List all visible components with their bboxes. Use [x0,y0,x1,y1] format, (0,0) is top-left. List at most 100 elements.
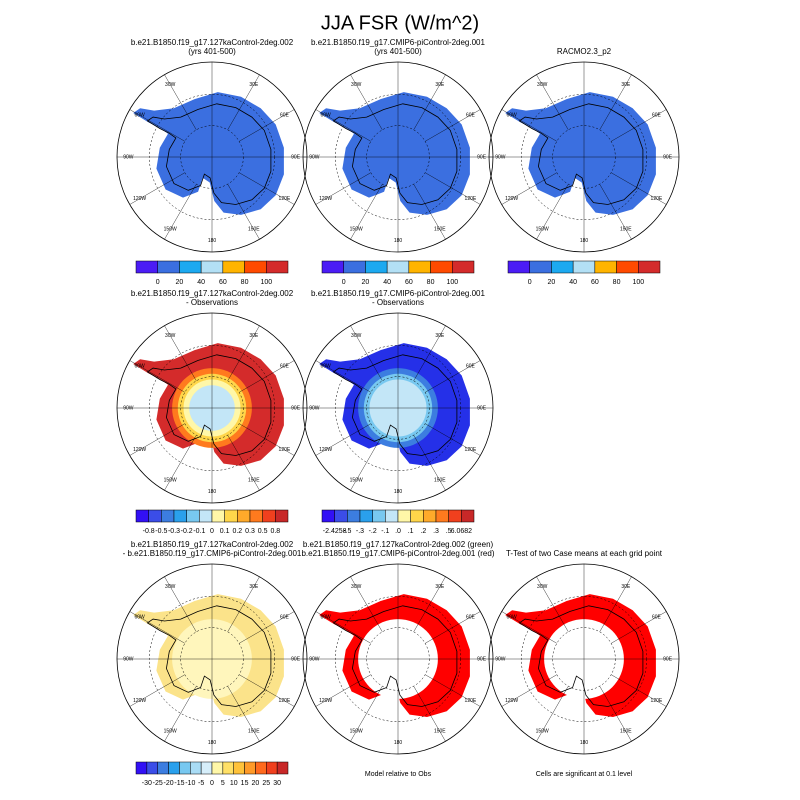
longitude-label: 90E [477,405,487,411]
panel-title: (yrs 401-500) [188,47,236,56]
meridian [164,325,197,381]
longitude-label: 30E [249,82,259,88]
longitude-label: 150W [350,478,363,484]
longitude-label: 90W [495,656,506,662]
colorbar-label: 60 [591,279,599,286]
coastline [146,103,272,205]
longitude-label: 150E [434,227,446,233]
meridian [425,172,481,205]
meridian [413,686,446,742]
colorbar-label: -15 [174,780,184,787]
colorbar-label: -0.2 [181,528,193,535]
map-border [488,563,680,755]
colorbar-box [529,260,552,274]
colorbar-label: 0.8 [270,528,280,535]
polar-map: b.e21.B1850.f19_g17.127kaControl-2deg.00… [116,38,308,286]
longitude-label: 150W [164,478,177,484]
colorbar-label: -2.4258 [323,528,347,535]
longitude-label: 150W [536,227,549,233]
coastline [518,103,644,205]
colorbar-box [168,761,180,775]
colorbar-box [410,509,424,523]
colorbar-label: 80 [613,279,621,286]
panel-title: b.e21.B1850.f19_g17.127kaControl-2deg.00… [131,540,294,549]
longitude-label: 90E [663,656,673,662]
longitude-label: 90E [291,656,301,662]
colorbar-box [275,509,289,523]
colorbar-box [255,761,267,775]
colorbar-box [157,761,169,775]
longitude-label: 150W [350,729,363,735]
longitude-label: 120E [279,447,291,453]
colorbar-box [266,260,289,274]
panel-title: RACMO2.3_p2 [557,47,612,56]
longitude-label: 60E [652,615,662,621]
map-body [117,313,307,503]
meridian [239,109,295,142]
colorbar-box [233,761,245,775]
longitude-label: 150E [620,227,632,233]
colorbar-label: -5 [198,780,204,787]
colorbar-label: 0 [528,279,532,286]
polar-map: b.e21.B1850.f19_g17.127kaControl-2deg.00… [116,289,308,535]
longitude-label: 120W [319,698,332,704]
meridian [350,74,383,130]
colorbar-label: -20 [164,780,174,787]
polar-map: RACMO2.3_p2 30E 60E 90E 120E 150E 180 150W 120W 9… [488,47,680,286]
colorbar-label: .2 [420,528,426,535]
colorbar-label: -30 [142,780,152,787]
longitude-label: 90E [291,154,301,160]
colorbar-label: 40 [569,279,577,286]
colorbar-label: -10 [185,780,195,787]
colorbar-box [594,260,617,274]
colorbar-box [146,761,158,775]
colorbar-label: 5 [221,780,225,787]
meridian [425,611,481,644]
longitude-label: 60W [506,615,517,621]
meridian [315,423,371,456]
colorbar-label: 6.0682 [451,528,473,535]
colorbar-box [423,509,437,523]
colorbar-box [222,260,245,274]
colorbar-label: -.1 [381,528,389,535]
map-border [488,61,680,253]
colorbar-label: .0 [395,528,401,535]
longitude-label: 120W [505,196,518,202]
longitude-label: 150E [620,729,632,735]
longitude-label: 60E [466,615,476,621]
panel-title: b.e21.B1850.f19_g17.CMIP6-piControl-2deg… [301,549,494,558]
colorbar-box [186,509,200,523]
meridian [599,686,632,742]
longitude-label: 60E [280,364,290,370]
colorbar-label: 0 [210,780,214,787]
meridian [599,184,632,240]
coastline [518,605,644,707]
coastline [332,605,458,707]
longitude-label: 60E [466,364,476,370]
longitude-label: 120E [651,196,663,202]
longitude-label: 30E [249,584,259,590]
colorbar-box [211,761,224,775]
meridian [227,325,260,381]
longitude-label: 180 [208,238,217,244]
colorbar-label: 20 [362,279,370,286]
colorbar-box [452,260,475,274]
figure-title: JJA FSR (W/m^2) [321,12,479,34]
colorbar-label: 80 [427,279,435,286]
panel-title: - Observations [186,298,238,307]
longitude-label: 150W [536,729,549,735]
panel-title: b.e21.B1850.f19_g17.127kaControl-2deg.00… [131,38,294,47]
colorbar-box [386,260,410,274]
longitude-label: 150E [434,729,446,735]
longitude-label: 180 [394,238,403,244]
longitude-label: 90E [477,656,487,662]
longitude-label: 60W [320,364,331,370]
map-body [303,62,493,252]
colorbar-label: .3 [433,528,439,535]
meridian [413,74,446,130]
panel-title: T-Test of two Case means at each grid po… [506,549,663,558]
colorbar-box [157,260,180,274]
colorbar-box [179,260,202,274]
meridian [350,576,383,632]
meridian [129,172,185,205]
